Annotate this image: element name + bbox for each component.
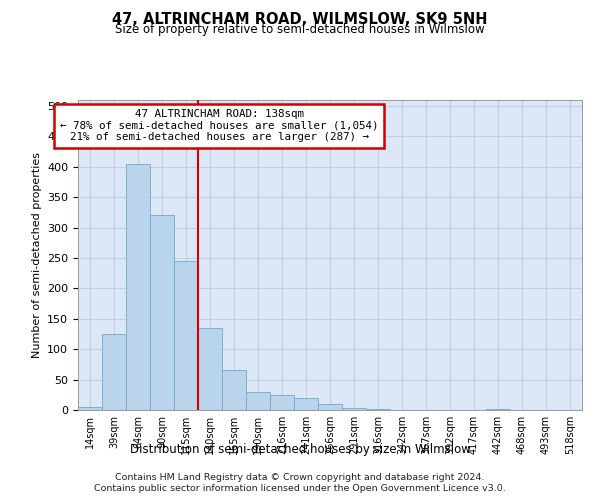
Bar [102,334,126,410]
Bar [270,395,294,410]
Text: Contains HM Land Registry data © Crown copyright and database right 2024.: Contains HM Land Registry data © Crown c… [115,472,485,482]
Bar [318,404,342,410]
Y-axis label: Number of semi-detached properties: Number of semi-detached properties [32,152,41,358]
Bar [126,164,150,410]
Bar [78,407,102,410]
Text: Size of property relative to semi-detached houses in Wilmslow: Size of property relative to semi-detach… [115,22,485,36]
Bar [246,392,270,410]
Bar [342,408,366,410]
Text: 47 ALTRINCHAM ROAD: 138sqm
← 78% of semi-detached houses are smaller (1,054)
21%: 47 ALTRINCHAM ROAD: 138sqm ← 78% of semi… [60,110,379,142]
Bar [174,261,198,410]
Text: Contains public sector information licensed under the Open Government Licence v3: Contains public sector information licen… [94,484,506,493]
Bar [198,328,222,410]
Bar [294,398,318,410]
Bar [222,370,246,410]
Bar [150,216,174,410]
Text: 47, ALTRINCHAM ROAD, WILMSLOW, SK9 5NH: 47, ALTRINCHAM ROAD, WILMSLOW, SK9 5NH [112,12,488,28]
Text: Distribution of semi-detached houses by size in Wilmslow: Distribution of semi-detached houses by … [130,442,470,456]
